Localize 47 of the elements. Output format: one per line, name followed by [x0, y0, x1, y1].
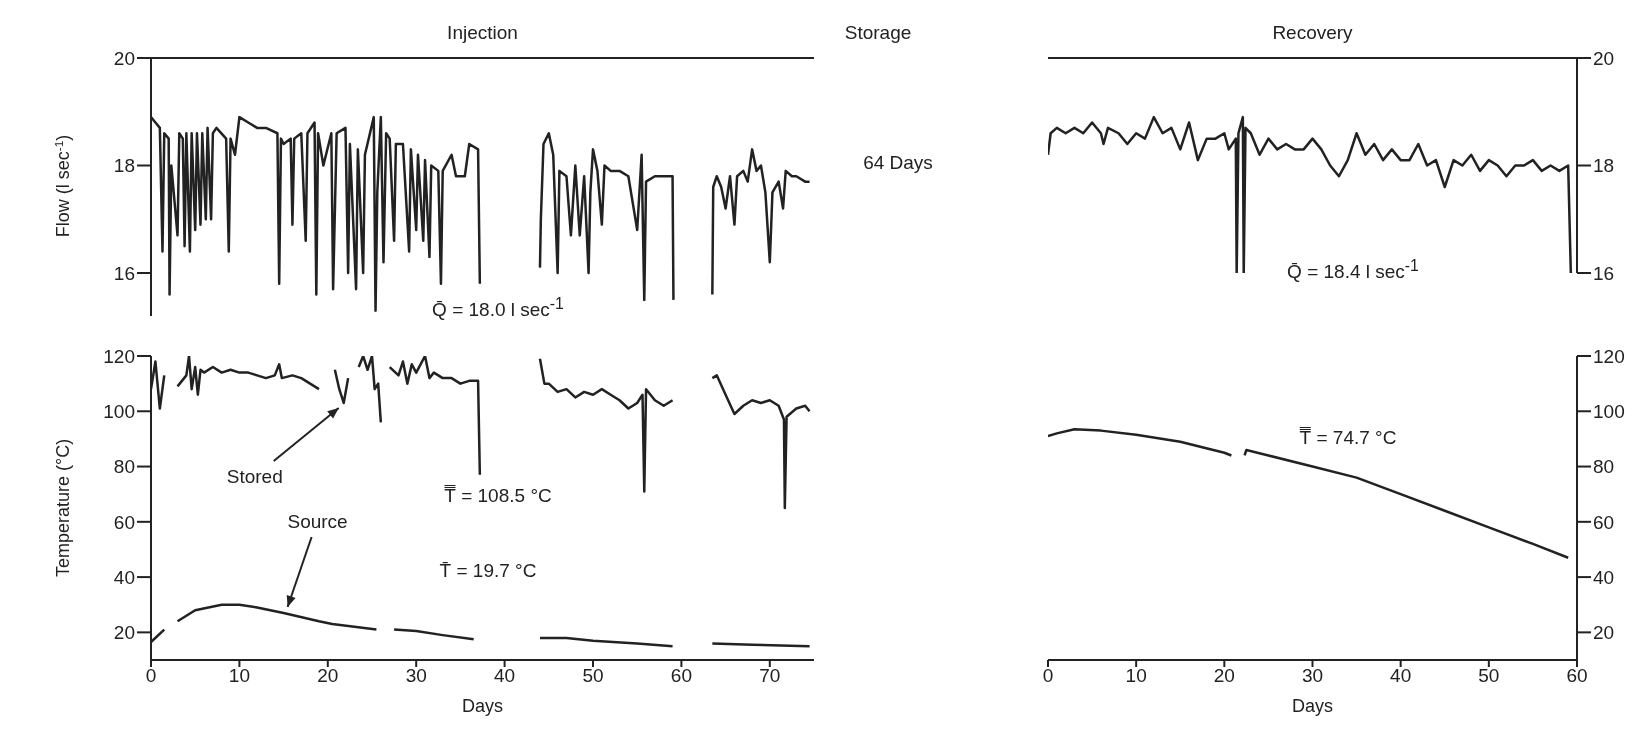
x-tick-label: 0 [145, 665, 157, 687]
y-tick-label: 16 [1593, 262, 1615, 284]
chart-title: Injection [447, 22, 518, 44]
annotation: T̿ = 108.5 °C [444, 485, 552, 507]
y-tick-label: 18 [113, 155, 135, 177]
x-tick-label: 0 [1042, 665, 1054, 687]
y-tick-label: 100 [103, 401, 135, 423]
annotation: T̄ = 19.7 °C [439, 560, 537, 582]
x-tick-label: 20 [1213, 665, 1235, 687]
y-tick-label: 60 [113, 511, 135, 533]
y-tick-label: 40 [113, 566, 135, 588]
x-tick-label: 40 [1390, 665, 1412, 687]
text: Stored [226, 466, 283, 487]
x-tick-label: 40 [494, 665, 516, 687]
x-axis-title: Days [461, 696, 504, 716]
annotation: Q̄ = 18.4 l sec$^{-1}$ [1287, 256, 1419, 284]
text: Storage [844, 22, 912, 44]
x-tick-label: 10 [228, 665, 250, 687]
x-tick-label: 60 [1566, 665, 1588, 687]
chart-title: Recovery [1272, 22, 1353, 44]
text: 64 Days [863, 152, 933, 174]
x-tick-label: 20 [317, 665, 339, 687]
x-tick-label: 10 [1125, 665, 1147, 687]
y-tick-label: 20 [113, 47, 135, 69]
x-tick-label: 60 [670, 665, 692, 687]
annotation: T̿ = 74.7 °C [1299, 427, 1397, 449]
y-tick-label: 16 [113, 262, 135, 284]
y-tick-label: 80 [113, 456, 135, 478]
y-axis-title: Temperature (°C) [53, 438, 73, 578]
x-tick-label: 30 [405, 665, 427, 687]
y-tick-label: 40 [1593, 566, 1615, 588]
annotation: Q̄ = 18.0 l sec$^{-1}$ [432, 294, 564, 322]
y-tick-label: 20 [1593, 47, 1615, 69]
y-tick-label: 18 [1593, 155, 1615, 177]
y-tick-label: 20 [1593, 622, 1615, 644]
text: Source [287, 511, 348, 533]
x-tick-label: 50 [1478, 665, 1500, 687]
y-tick-label: 100 [1593, 401, 1625, 423]
y-tick-label: 60 [1593, 511, 1615, 533]
x-tick-label: 30 [1301, 665, 1324, 687]
y-tick-label: 20 [113, 622, 135, 644]
x-axis-title: Days [1291, 696, 1334, 716]
y-tick-label: 120 [1593, 345, 1625, 367]
y-tick-label: 80 [1593, 456, 1615, 478]
x-tick-label: 70 [759, 665, 781, 687]
x-tick-label: 50 [582, 665, 604, 687]
y-tick-label: 120 [103, 345, 135, 367]
